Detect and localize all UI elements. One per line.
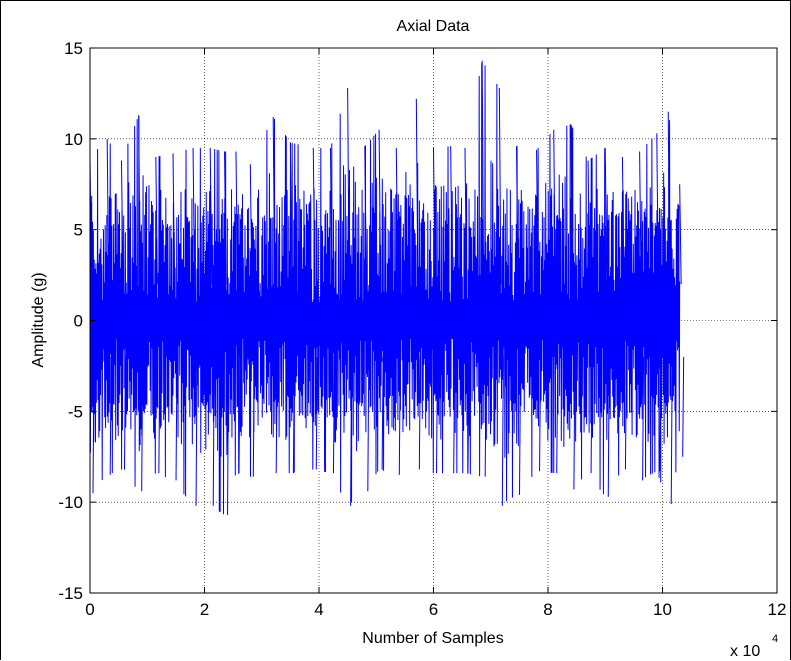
series-trough [501,356,504,506]
series-peak [450,146,453,285]
x-tick-label: 0 [85,600,94,619]
series-peak [621,156,625,285]
series-peak [481,60,485,285]
series-trough [590,356,593,474]
series-peak [498,87,502,285]
series-peak [312,147,316,285]
series-peak [553,129,556,285]
series-peak [516,146,519,285]
y-tick-label: 10 [64,130,83,149]
series-trough [607,356,610,497]
series-trough [123,356,126,470]
chart-title: Axial Data [397,18,470,35]
series-peak [329,147,333,285]
series-trough [252,356,255,477]
series-peak [209,147,213,285]
series-peak [289,142,293,285]
y-tick-label: -15 [58,584,83,603]
series-trough [212,356,215,506]
series-trough [350,356,353,506]
series-trough [642,356,645,481]
series-peak [570,124,573,285]
series-peak [395,147,399,285]
x-tick-label: 12 [768,600,787,619]
series-peak [604,147,608,285]
series-peak [433,147,436,285]
series-peak [192,147,196,285]
x-tick-label: 6 [429,600,438,619]
series-peak [667,111,671,285]
y-tick-label: -10 [58,493,83,512]
series-peak [639,151,642,285]
series-peak [464,147,467,285]
series-trough [227,356,230,515]
series-trough [467,356,470,474]
x-multiplier-exponent: 4 [772,633,778,645]
series-peak [536,149,539,285]
tick-labels: 0 2 4 6 8 10 12 15 10 5 0 -5 -10 -15 [58,39,786,619]
series-trough [315,356,318,470]
series-peak [364,146,367,285]
series-trough [195,356,198,506]
series-trough [453,356,456,474]
series-layer [89,60,685,515]
series-trough [238,356,241,474]
axis-ticks [89,47,778,594]
series-trough [398,356,401,475]
series-trough [175,356,178,481]
series-peak [415,98,419,285]
y-tick-label: -5 [68,402,83,421]
series-trough [624,356,627,470]
x-tick-label: 10 [653,600,672,619]
x-axis-label: Number of Samples [362,630,503,647]
x-tick-label: 8 [543,600,552,619]
series-trough [92,356,95,494]
series-peak [587,160,591,285]
series-peak [155,156,158,285]
series-peak [235,151,238,285]
series-trough [367,356,370,492]
x-tick-label: 2 [200,600,209,619]
series-trough [292,356,295,474]
series-peak [138,115,141,285]
series-peak [272,117,276,285]
series-trough [381,356,384,470]
series-trough [539,356,542,472]
series-peak [224,151,227,285]
series-peak [120,160,124,285]
series-line [89,62,681,515]
y-tick-label: 5 [74,221,83,240]
x-tick-label: 4 [314,600,323,619]
series-peak [378,129,382,285]
series-trough [484,356,487,477]
series-peak [679,184,682,285]
series-trough [556,356,559,474]
y-tick-label: 0 [74,312,83,331]
series-trough [418,356,421,470]
series-peak [656,133,659,285]
series-peak [249,164,253,285]
series-trough [109,356,112,475]
series-trough [573,356,576,490]
series-peak [106,138,110,285]
y-tick-label: 15 [64,39,83,58]
series-trough [670,356,673,504]
series-trough [158,356,161,474]
y-axis-label: Amplitude (g) [30,272,47,367]
series-trough [682,356,685,457]
series-trough [141,356,144,492]
x-multiplier-base: x 10 [730,643,760,660]
series-trough [275,356,278,474]
series-peak [172,153,176,285]
series-trough [519,356,522,495]
series-peak [347,87,350,285]
series-trough [332,356,335,474]
series-trough [659,356,662,472]
series-trough [436,356,438,474]
